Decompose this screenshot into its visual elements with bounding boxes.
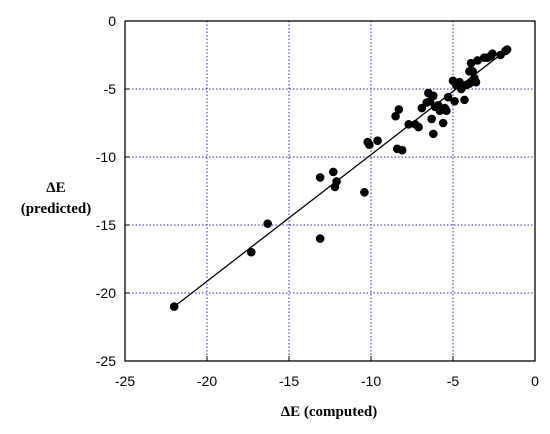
y-tick-label: -25 (96, 353, 116, 369)
data-point (429, 91, 438, 101)
data-point (473, 56, 482, 65)
data-point (443, 92, 453, 102)
data-point (404, 120, 414, 129)
data-point (263, 219, 272, 228)
data-point (365, 140, 374, 150)
fit-line (173, 49, 508, 308)
data-point (417, 103, 427, 113)
plot-frame (124, 20, 536, 362)
y-axis-title-line1: ΔE (46, 180, 65, 196)
data-point (246, 247, 256, 257)
data-point (315, 234, 325, 243)
data-point (332, 177, 341, 186)
x-tick-label: -25 (115, 373, 135, 389)
data-point (466, 58, 476, 68)
data-point (465, 79, 474, 88)
data-point (429, 129, 438, 139)
data-point (328, 167, 338, 177)
data-points (169, 45, 512, 311)
x-tick-label: -10 (361, 373, 381, 389)
data-point (450, 96, 459, 106)
y-tick-label: -20 (96, 285, 116, 301)
y-tick-labels: 0 -5 -10 -15 -20 -25 (96, 13, 130, 369)
data-point (373, 136, 382, 145)
data-point (442, 106, 451, 116)
y-axis-title-line2: (predicted) (21, 201, 92, 217)
data-point (468, 67, 477, 76)
data-point (438, 118, 448, 128)
x-tick-label: 0 (531, 373, 539, 389)
data-point (502, 45, 512, 54)
y-tick-label: -15 (96, 217, 116, 233)
x-tick-label: -20 (197, 373, 217, 389)
x-axis-title: ΔE (computed) (281, 404, 377, 420)
y-tick-label: 0 (108, 13, 116, 29)
x-tick-labels: -25 -20 -15 -10 -5 0 (115, 356, 539, 389)
y-tick-label: -10 (96, 149, 116, 165)
data-point (414, 122, 423, 132)
data-point (391, 111, 400, 121)
x-tick-label: -5 (447, 373, 460, 389)
data-point (427, 114, 436, 124)
data-point (455, 77, 464, 87)
data-point (460, 95, 469, 105)
y-tick-label: -5 (104, 81, 117, 97)
data-point (488, 49, 497, 58)
data-point (471, 77, 481, 87)
x-tick-label: -15 (279, 373, 299, 389)
data-point (394, 105, 404, 114)
data-point (397, 145, 407, 155)
data-point (360, 188, 369, 197)
data-point (315, 173, 325, 182)
data-point (169, 302, 179, 311)
